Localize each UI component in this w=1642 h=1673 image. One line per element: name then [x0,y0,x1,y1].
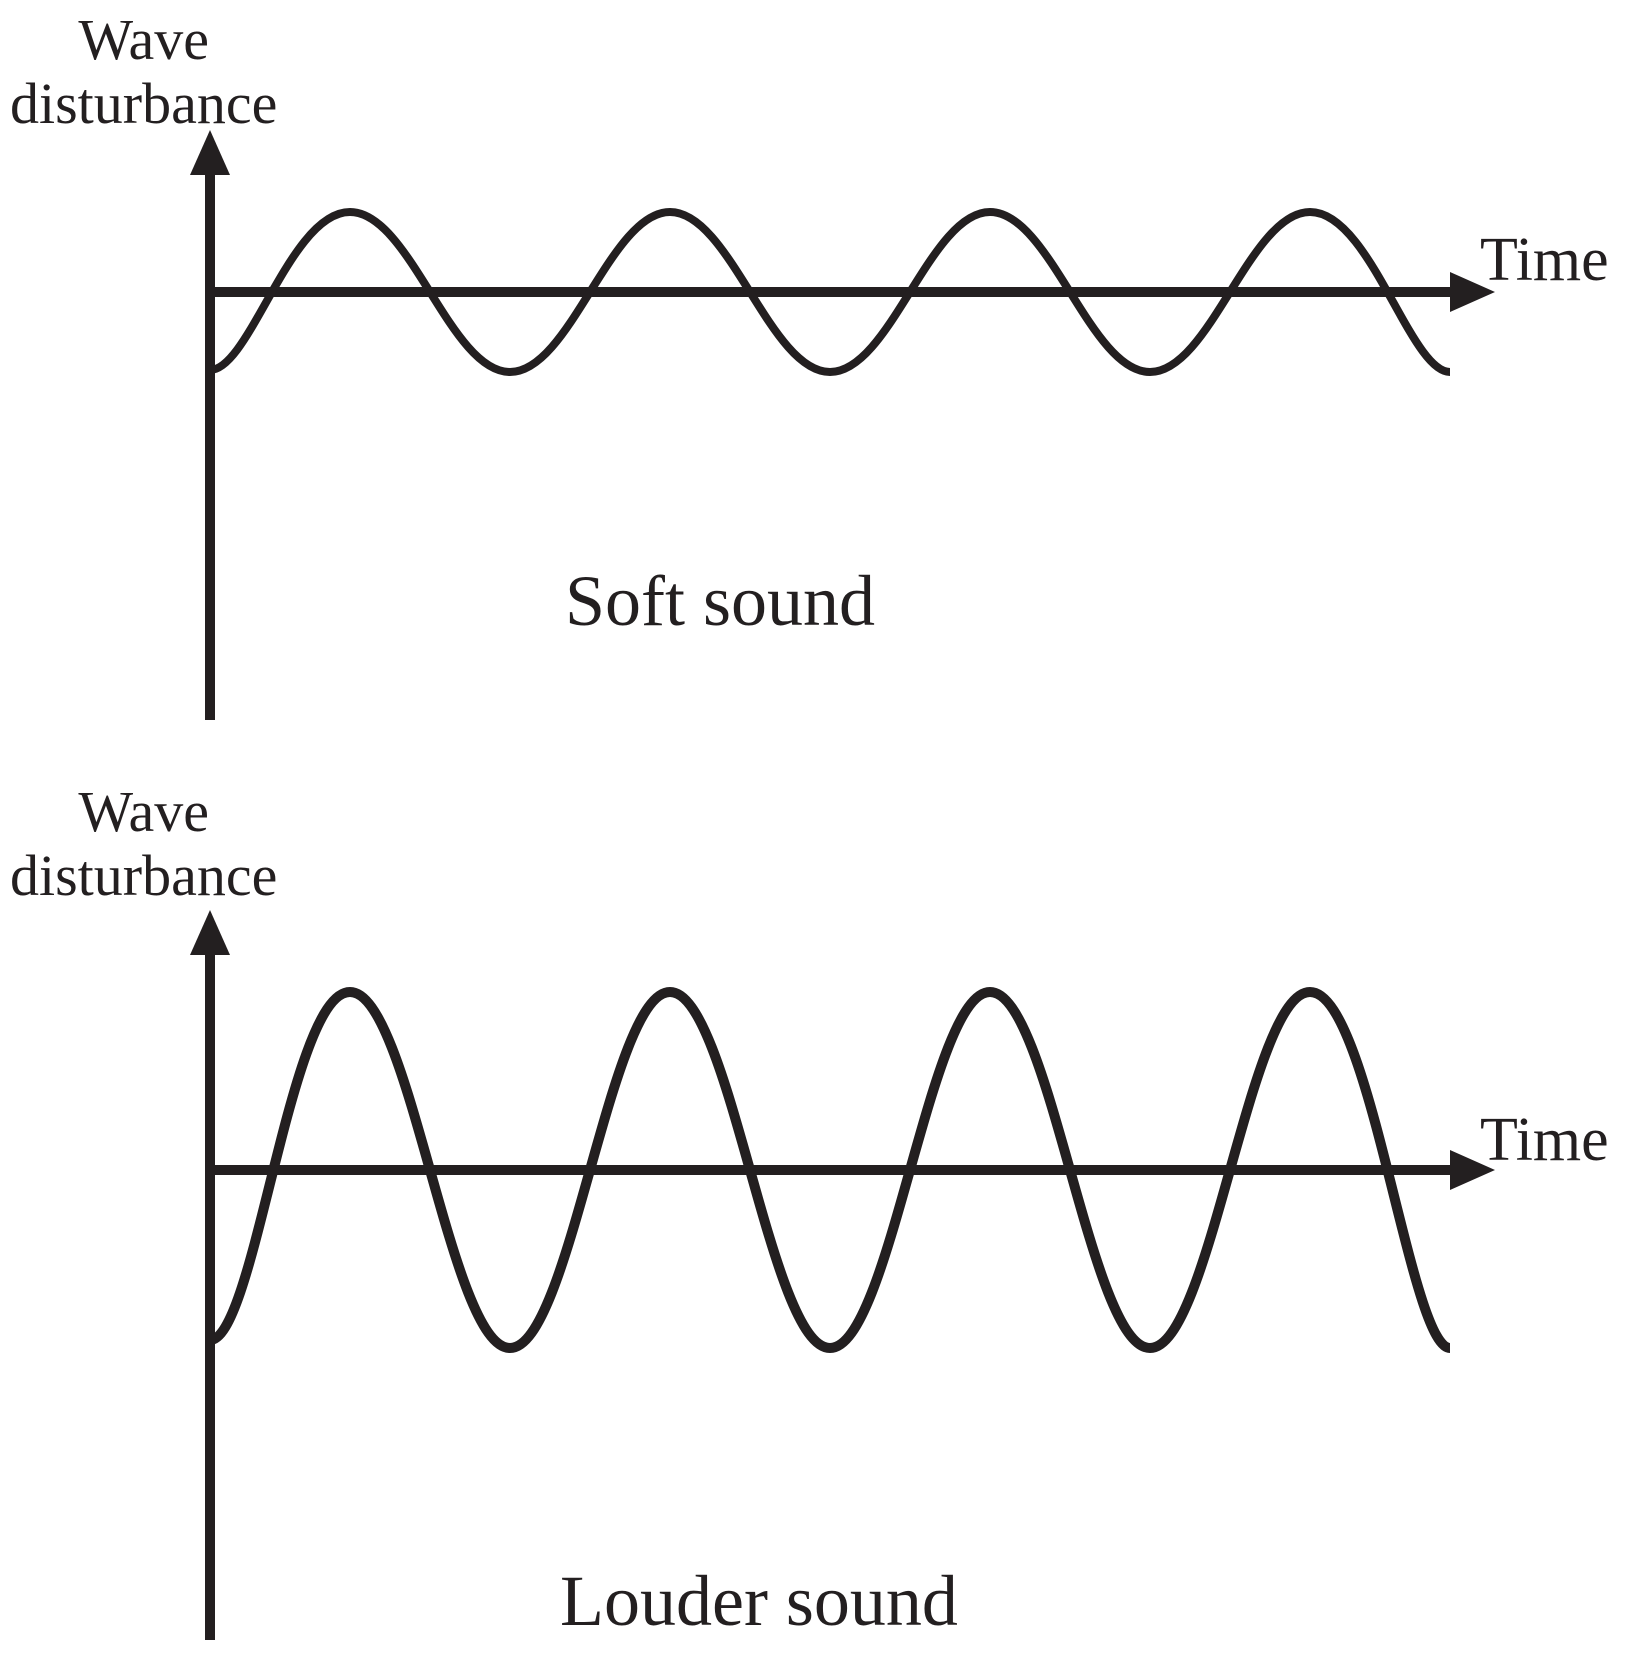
bottom-y-axis-arrow [190,910,230,955]
bottom-chart-svg [0,770,1642,1670]
wave-diagram-container: Wave disturbance Time Soft sound Wave di… [0,0,1642,1673]
top-chart-svg [0,0,1642,760]
bottom-x-axis-arrow [1450,1150,1495,1190]
top-x-axis-arrow [1450,272,1495,312]
top-y-axis-arrow [190,130,230,175]
